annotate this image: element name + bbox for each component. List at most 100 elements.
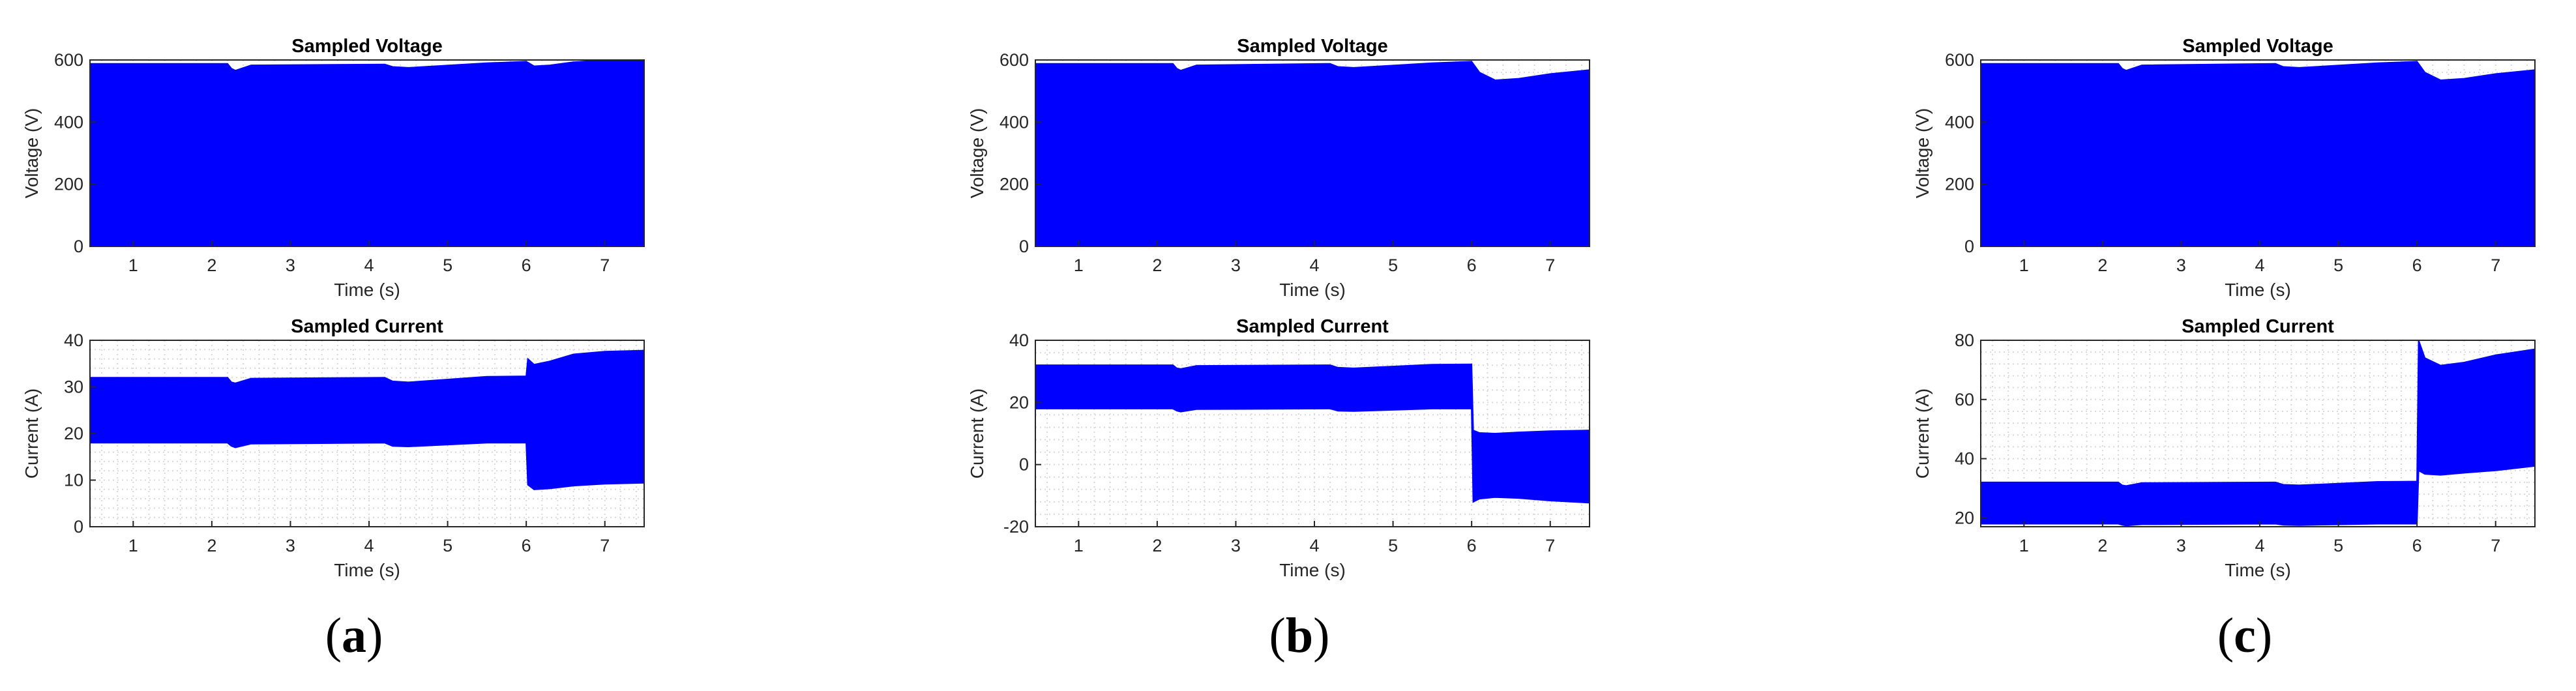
y-tick-label: 20 [1009,392,1029,412]
x-tick-label: 7 [600,536,610,555]
y-tick-label: 200 [999,175,1029,194]
y-tick-label: 400 [1945,112,1974,132]
x-tick-label: 7 [2491,536,2500,555]
x-tick-label: 2 [207,256,216,275]
waveform-series-0 [1980,61,2536,247]
x-tick-label: 4 [364,256,374,275]
x-tick-label: 3 [2176,256,2186,275]
chart-title: Sampled Voltage [291,36,443,57]
x-tick-label: 5 [1388,256,1398,275]
chart-title: Sampled Voltage [2182,36,2333,57]
axes-frame [89,59,645,247]
x-axis-label: Time (s) [334,560,400,580]
x-tick-label: 6 [1467,256,1477,275]
x-axis-label: Time (s) [1279,280,1346,300]
x-tick-label: 7 [600,256,610,275]
x-tick-label: 5 [443,536,452,555]
x-axis-label: Time (s) [2225,280,2291,300]
subplot-c-current: 1 2 3 4 5 6 7 20 40 60 80 Sampled Current Time (s) Cu… [1912,316,2536,580]
y-tick-label: 400 [54,112,83,132]
chart-title: Sampled Voltage [1237,36,1388,57]
x-tick-label: 5 [1388,536,1398,555]
y-tick-label: 30 [64,377,83,397]
y-axis-label: Voltage (V) [22,108,42,199]
x-tick-label: 7 [1545,536,1555,555]
waveform-series-0 [1035,61,1590,247]
y-tick-label: 0 [74,517,83,537]
x-tick-label: 3 [286,536,295,555]
axes-frame [1035,340,1590,527]
y-axis-label: Current (A) [22,389,42,478]
panel-label-a: (a) [325,608,383,663]
axes-frame [1980,340,2536,527]
y-tick-label: 200 [54,175,83,194]
axes-frame [1035,59,1590,247]
x-tick-label: 3 [1231,256,1241,275]
x-tick-label: 2 [2097,256,2107,275]
y-tick-label: 600 [999,50,1029,70]
x-axis-label: Time (s) [1279,560,1346,580]
x-tick-label: 1 [1074,256,1084,275]
subplot-a-current: 1 2 3 4 5 6 7 0 10 20 30 40 Sampled Current Time (s) C… [22,316,645,580]
y-tick-label: 200 [1945,175,1974,194]
x-tick-label: 6 [522,256,531,275]
x-tick-label: 2 [1152,536,1162,555]
y-tick-label: 0 [1019,237,1029,256]
x-tick-label: 6 [2412,256,2422,275]
y-axis-label: Voltage (V) [967,108,987,199]
subplot-b-current: 1 2 3 4 5 6 7 -20 0 20 40 Sampled Current Time (s) Cu… [967,316,1590,580]
y-tick-label: 0 [1019,455,1029,475]
x-tick-label: 6 [522,536,531,555]
x-tick-label: 4 [1309,256,1319,275]
x-tick-label: 3 [2176,536,2186,555]
y-tick-label: 40 [1955,449,1974,469]
x-tick-label: 6 [1467,536,1477,555]
x-tick-label: 1 [2019,536,2029,555]
x-tick-label: 5 [2333,256,2343,275]
y-tick-label: 600 [1945,50,1974,70]
x-axis-label: Time (s) [334,280,400,300]
x-tick-label: 1 [1074,536,1084,555]
x-tick-label: 2 [1152,256,1162,275]
subplot-a-voltage: 1 2 3 4 5 6 7 0 200 400 600 Sampled Voltage Time (s)… [22,36,645,300]
x-tick-label: 7 [2491,256,2500,275]
y-tick-label: 400 [999,112,1029,132]
y-axis-label: Current (A) [1912,389,1932,478]
x-tick-label: 5 [2333,536,2343,555]
x-tick-label: 3 [286,256,295,275]
x-tick-label: 3 [1231,536,1241,555]
x-tick-label: 4 [364,536,374,555]
y-tick-label: 10 [64,471,83,490]
y-tick-label: 600 [54,50,83,70]
y-tick-label: 20 [1955,508,1974,527]
y-tick-label: 0 [1964,237,1974,256]
panel-label-b: (b) [1269,608,1330,663]
x-tick-label: 1 [2019,256,2029,275]
x-tick-label: 6 [2412,536,2422,555]
x-tick-label: 5 [443,256,452,275]
chart-title: Sampled Current [291,316,443,337]
x-axis-label: Time (s) [2225,560,2291,580]
x-tick-label: 4 [1309,536,1319,555]
y-axis-label: Current (A) [967,389,987,478]
x-tick-label: 7 [1545,256,1555,275]
subplot-b-voltage: 1 2 3 4 5 6 7 0 200 400 600 Sampled Voltage Time (s)… [967,36,1590,300]
chart-title: Sampled Current [2182,316,2334,337]
y-tick-label: 80 [1955,331,1974,350]
axes-frame [1980,59,2536,247]
y-tick-label: 0 [74,237,83,256]
x-tick-label: 1 [128,256,138,275]
waveform-series-0 [89,59,645,247]
y-tick-label: 60 [1955,390,1974,409]
panel-label-c: (c) [2217,608,2273,663]
y-axis-label: Voltage (V) [1912,108,1932,199]
x-tick-label: 2 [207,536,216,555]
y-tick-label: 40 [64,331,83,350]
x-tick-label: 4 [2255,536,2264,555]
x-tick-label: 1 [128,536,138,555]
subplot-c-voltage: 1 2 3 4 5 6 7 0 200 400 600 Sampled Voltage Time (s)… [1912,36,2536,300]
chart-title: Sampled Current [1236,316,1389,337]
y-tick-label: 40 [1009,331,1029,350]
x-tick-label: 2 [2097,536,2107,555]
